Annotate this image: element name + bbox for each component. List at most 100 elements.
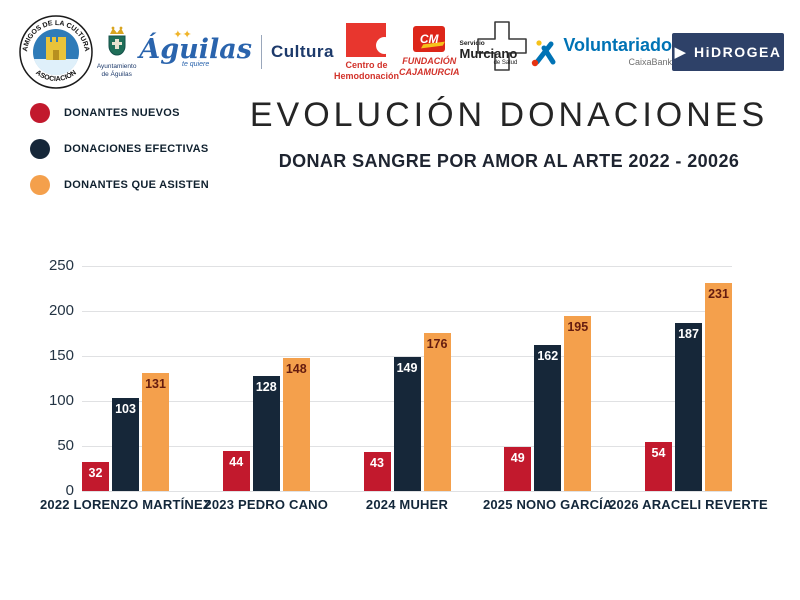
bar-donantes-nuevos: 49 [504,446,532,491]
aguilas-slogan: te quiere [182,61,210,68]
bar-donaciones-efectivas: 162 [534,345,562,491]
bar-donaciones-efectivas: 103 [112,398,139,491]
y-axis-tick-label: 150 [48,347,74,364]
logo-fundacion-cajamurcia: CM FUNDACIÓN CAJAMURCIA [398,26,460,78]
hidrogea-label: HiDROGEA [694,44,782,60]
legend-dot-red [30,103,50,123]
x-axis-category-label: 2025 NONO GARCÍA [482,497,613,512]
caja-line2: CAJAMURCIA [398,67,460,77]
legend-dot-navy [30,139,50,159]
legend-item-donantes-nuevos: DONANTES NUEVOS [30,103,209,123]
bar-value-label: 162 [537,349,559,364]
bar-value-label: 148 [285,361,307,376]
health-cross-icon [477,21,528,71]
bar-value-label: 54 [651,446,666,461]
bar-group-2024-muher: 43 149 176 2024 MUHER [363,266,451,512]
x-axis-category-label: 2022 LORENZO MARTÍNEZ [39,497,212,512]
bar-donantes-nuevos: 43 [363,452,391,491]
cm-mark-icon: CM [413,26,446,53]
logo-centro-hemodonacion: Centro de Hemodonación [333,22,399,82]
y-axis-tick-label: 100 [48,392,74,409]
castle-icon [46,37,66,60]
bar-donantes-nuevos: 44 [222,451,250,491]
logo-ayuntamiento-aguilas: Ayuntamiento de Águilas [94,25,139,79]
cultura-label: Cultura [270,42,334,61]
divider [260,35,262,69]
legend-label: DONACIONES EFECTIVAS [64,143,209,155]
bar-value-label: 43 [370,456,384,471]
ayto-line2: de Águilas [101,71,132,78]
logo-amigos-de-la-cultura: AMIGOS DE LA CULTURA ASOCIACIÓN [18,14,94,90]
logo-bar: AMIGOS DE LA CULTURA ASOCIACIÓN [18,12,784,92]
legend-label: DONANTES NUEVOS [64,107,180,119]
legend-item-donantes-asisten: DONANTES QUE ASISTEN [30,175,209,195]
bar-value-label: 176 [426,336,448,351]
bar-donantes-nuevos: 54 [645,442,672,491]
caixabank-label: CaixaBank [628,56,672,67]
bar-value-label: 149 [396,360,418,375]
blood-drop-icon [346,22,394,57]
bar-donaciones-efectivas: 128 [252,375,280,491]
logo-aguilas-cultura: ✦✦ Águilas te quiere Cultura [139,29,334,69]
caja-line1: FUNDACIÓN [402,56,457,67]
bar-value-label: 187 [678,326,699,341]
bar-donantes-que-asisten: 176 [423,332,451,491]
caixabank-star-icon [532,40,556,67]
y-axis-tick-label: 50 [57,437,74,454]
droplet-icon: ▶ [674,43,687,61]
sms-line2: Murciano [459,46,518,61]
x-axis-category-label: 2023 PEDRO CANO [204,497,329,512]
bar-donaciones-efectivas: 187 [675,322,702,491]
bar-donantes-nuevos: 32 [82,462,109,491]
legend-item-donaciones-efectivas: DONACIONES EFECTIVAS [30,139,209,159]
title-block: EVOLUCIÓN DONACIONES DONAR SANGRE POR AM… [248,96,770,172]
gridline [82,311,732,312]
ayto-line1: Ayuntamiento [96,62,137,70]
logo-voluntariado-caixabank: Voluntariado CaixaBank [531,35,672,68]
legend-label: DONANTES QUE ASISTEN [64,179,209,191]
y-axis-tick-label: 200 [48,302,74,319]
gridline [82,266,732,267]
bar-donantes-que-asisten: 131 [142,373,169,491]
voluntariado-label: Voluntariado [563,35,672,55]
bar-value-label: 231 [708,287,729,302]
bar-value-label: 32 [88,466,103,481]
page-subtitle: DONAR SANGRE POR AMOR AL ARTE 2022 - 200… [278,151,740,171]
coat-of-arms-icon [108,26,126,56]
amigos-seal-icon: AMIGOS DE LA CULTURA ASOCIACIÓN [19,15,93,89]
chart-legend: DONANTES NUEVOS DONACIONES EFECTIVAS DON… [30,103,209,195]
bar-value-label: 49 [510,450,525,465]
y-axis-tick-label: 0 [65,482,74,499]
gridline [82,491,732,492]
bar-value-label: 44 [229,455,244,470]
bar-donantes-que-asisten: 231 [705,283,732,491]
bar-value-label: 103 [115,402,136,417]
hemo-line2: Hemodonación [333,70,399,81]
crown-icon [109,26,124,34]
logo-servicio-murciano-salud: Servicio Murciano de Salud [459,19,531,85]
sms-line3: de Salud [493,60,518,66]
y-axis-tick-label: 250 [48,257,74,274]
sms-line1: Servicio [459,40,485,47]
hemo-line1: Centro de [345,59,388,70]
x-axis-category-label: 2024 MUHER [365,497,449,512]
bar-donaciones-efectivas: 149 [393,356,421,491]
x-axis-category-label: 2026 ARACELI REVERTE [609,497,768,512]
bar-groups: 32 103 131 2022 LORENZO MARTÍNEZ 44 128 148 202… [40,266,768,512]
bar-value-label: 195 [567,319,589,334]
bar-group-2023-pedro-cano: 44 128 148 2023 PEDRO CANO [204,266,328,512]
bar-value-label: 128 [255,379,277,394]
bar-donantes-que-asisten: 195 [564,315,592,491]
bar-group-2026-araceli-reverte: 54 187 231 2026 ARACELI REVERTE [609,266,768,512]
page-title: EVOLUCIÓN DONACIONES [249,96,769,134]
bar-group-2025-nono-garci-a: 49 162 195 2025 NONO GARCÍA [483,266,612,512]
aguilas-script: Águilas [139,34,252,65]
cm-letters: CM [419,32,439,47]
bar-group-2022-lorenzo-marti-nez: 32 103 131 2022 LORENZO MARTÍNEZ [40,266,211,512]
logo-hidrogea: ▶ HiDROGEA [672,33,784,71]
water-icon [34,59,78,76]
bar-value-label: 131 [145,377,166,392]
legend-dot-orange [30,175,50,195]
